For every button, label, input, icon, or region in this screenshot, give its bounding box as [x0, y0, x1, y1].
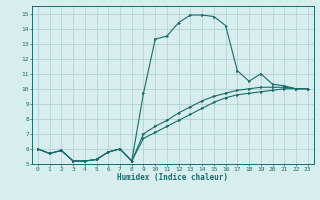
X-axis label: Humidex (Indice chaleur): Humidex (Indice chaleur) [117, 173, 228, 182]
